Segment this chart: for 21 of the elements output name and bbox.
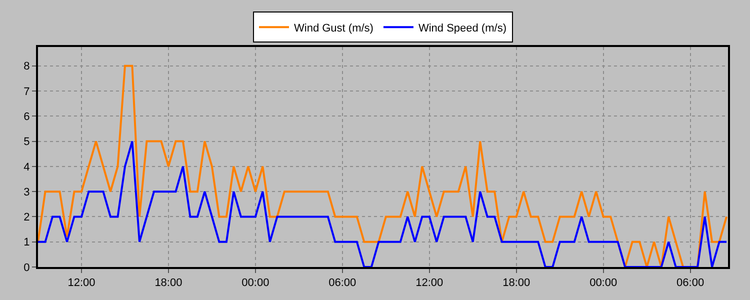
y-tick-label: 8 [24,60,30,73]
x-tick-label: 00:00 [590,277,618,290]
y-tick-label: 5 [24,136,30,148]
line-series [38,64,728,267]
y-tick-label: 6 [24,110,30,123]
y-tick-label: 2 [24,212,30,224]
y-tick-label: 3 [24,186,30,198]
legend-label: Wind Speed (m/s) [418,22,506,34]
x-tick-label: 18:00 [502,277,530,290]
y-tick-label: 7 [24,86,30,98]
y-tick-label: 1 [24,236,30,249]
legend-label: Wind Gust (m/s) [294,22,374,34]
x-tick-label: 18:00 [154,277,182,290]
x-tick-label: 12:00 [416,277,444,290]
y-tick-label: 0 [24,262,30,274]
line-series [38,140,728,267]
y-tick-label: 4 [24,161,30,174]
x-tick-label: 00:00 [242,277,270,290]
x-tick-label: 12:00 [68,277,96,290]
x-tick-label: 06:00 [328,277,356,290]
x-tick-label: 06:00 [676,277,704,290]
